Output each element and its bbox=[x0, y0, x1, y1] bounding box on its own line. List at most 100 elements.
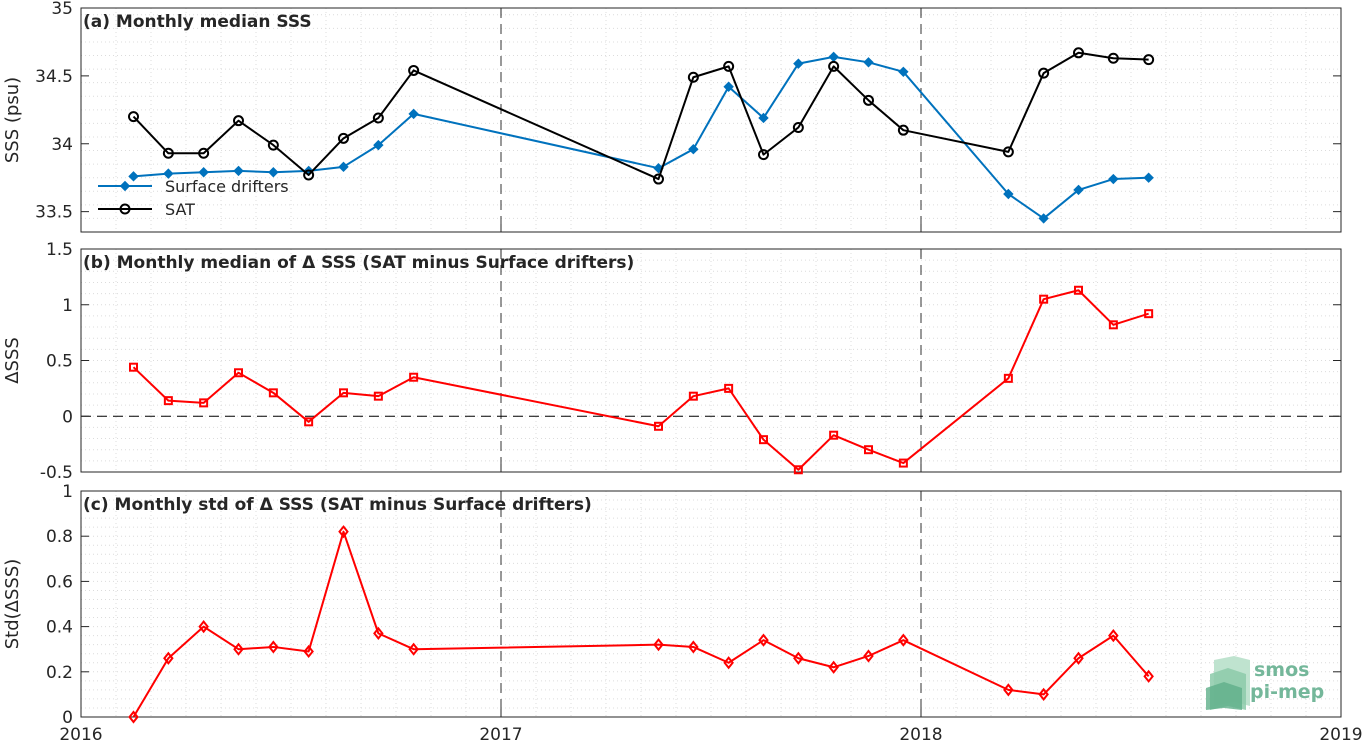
data-point bbox=[793, 465, 803, 475]
data-point bbox=[1003, 683, 1014, 697]
data-point bbox=[1073, 184, 1084, 196]
x-tick-label: 2018 bbox=[899, 725, 942, 745]
x-axis-tick-labels: 2016 2017 2018 2019 bbox=[59, 725, 1362, 745]
series-line bbox=[133, 55, 1149, 220]
y-tick-label: 0.4 bbox=[46, 618, 73, 638]
data-point bbox=[793, 651, 804, 665]
y-tick-label: 33.5 bbox=[35, 203, 73, 223]
y-tick-label: 0 bbox=[62, 708, 73, 728]
data-point bbox=[338, 161, 349, 173]
data-point bbox=[723, 81, 734, 92]
series-0 bbox=[128, 51, 1154, 224]
data-point bbox=[1003, 373, 1013, 383]
data-point bbox=[828, 660, 839, 674]
data-point bbox=[233, 165, 244, 177]
data-point bbox=[898, 633, 909, 647]
data-point bbox=[129, 362, 138, 372]
data-point bbox=[163, 651, 174, 665]
legend-label: Surface drifters bbox=[165, 177, 289, 196]
legend-label: SAT bbox=[165, 200, 195, 219]
data-point bbox=[1143, 669, 1154, 683]
axes-box bbox=[80, 490, 1342, 718]
data-point bbox=[758, 633, 769, 647]
logo-mark-icon bbox=[1206, 656, 1250, 710]
y-axis-label: Std(ΔSSS) bbox=[2, 559, 23, 650]
data-point bbox=[897, 124, 909, 136]
data-point bbox=[234, 368, 243, 378]
data-point bbox=[1073, 651, 1084, 665]
data-point bbox=[338, 132, 349, 144]
y-tick-label: 35 bbox=[51, 0, 73, 19]
data-point bbox=[303, 644, 314, 659]
data-point bbox=[268, 388, 278, 398]
data-point bbox=[162, 147, 174, 159]
data-point bbox=[267, 139, 279, 151]
x-tick-label: 2016 bbox=[59, 725, 102, 745]
plot-area bbox=[81, 249, 1341, 472]
data-point bbox=[793, 58, 804, 69]
data-point bbox=[1002, 146, 1014, 158]
data-point bbox=[864, 445, 873, 455]
data-point bbox=[1003, 188, 1014, 200]
y-tick-label: 0.2 bbox=[46, 663, 73, 683]
y-axis-label: ΔSSS bbox=[2, 337, 23, 384]
data-point bbox=[792, 121, 804, 133]
data-point bbox=[863, 57, 874, 68]
legend-marker bbox=[119, 180, 131, 192]
data-point bbox=[829, 430, 839, 440]
data-point bbox=[408, 642, 419, 656]
data-point bbox=[233, 115, 244, 127]
data-point bbox=[268, 167, 279, 178]
data-point bbox=[688, 143, 699, 155]
panel-title: (c) Monthly std of Δ SSS (SAT minus Surf… bbox=[83, 495, 592, 515]
data-point bbox=[1144, 309, 1154, 319]
data-point bbox=[198, 619, 209, 634]
data-point bbox=[128, 171, 139, 182]
data-point bbox=[1107, 52, 1119, 64]
data-point bbox=[688, 391, 698, 401]
data-point bbox=[1108, 173, 1119, 185]
data-point bbox=[1073, 47, 1084, 59]
data-point bbox=[199, 398, 209, 408]
logo-text-pi-mep: pi-mep bbox=[1250, 681, 1324, 703]
data-point bbox=[687, 71, 699, 83]
data-point bbox=[654, 421, 663, 431]
data-point bbox=[653, 173, 664, 185]
y-tick-label: 1 bbox=[62, 296, 73, 316]
series-line bbox=[132, 530, 1150, 718]
data-point bbox=[268, 640, 279, 654]
data-point bbox=[163, 396, 173, 406]
legend-marker bbox=[119, 203, 131, 215]
series-1 bbox=[128, 47, 1155, 185]
panel-title: (a) Monthly median SSS bbox=[83, 12, 312, 32]
data-point bbox=[304, 417, 314, 427]
data-point bbox=[373, 626, 384, 640]
data-point bbox=[653, 638, 664, 652]
data-point bbox=[758, 149, 769, 161]
data-point bbox=[303, 169, 315, 181]
data-point bbox=[863, 649, 874, 663]
panel-c-std-delta-sss: 0 0.2 0.4 0.6 0.8 1 Std(ΔSSS) (c) Monthly std o… bbox=[2, 482, 1342, 728]
y-tick-label: 34.5 bbox=[35, 67, 73, 87]
y-tick-label: -0.5 bbox=[40, 463, 73, 483]
data-point bbox=[898, 458, 908, 468]
y-axis-label: SSS (psu) bbox=[2, 77, 23, 163]
data-point bbox=[409, 372, 419, 382]
data-point bbox=[758, 112, 769, 124]
data-point bbox=[898, 66, 909, 78]
data-point bbox=[408, 108, 419, 120]
data-point bbox=[1039, 294, 1049, 304]
data-point bbox=[653, 162, 664, 174]
panel-title: (b) Monthly median of Δ SSS (SAT minus S… bbox=[83, 253, 634, 273]
data-point bbox=[373, 139, 384, 151]
y-tick-label: 1 bbox=[62, 482, 73, 502]
panel-b-median-delta-sss: -0.5 0 0.5 1 1.5 ΔSSS (b) Monthly median of Δ … bbox=[2, 240, 1342, 483]
logo-text-smos: smos bbox=[1254, 659, 1309, 681]
data-point bbox=[128, 710, 139, 724]
data-point bbox=[724, 383, 734, 393]
data-point bbox=[759, 435, 768, 445]
data-point bbox=[1038, 67, 1050, 79]
data-point bbox=[373, 391, 383, 401]
data-point bbox=[338, 525, 349, 539]
